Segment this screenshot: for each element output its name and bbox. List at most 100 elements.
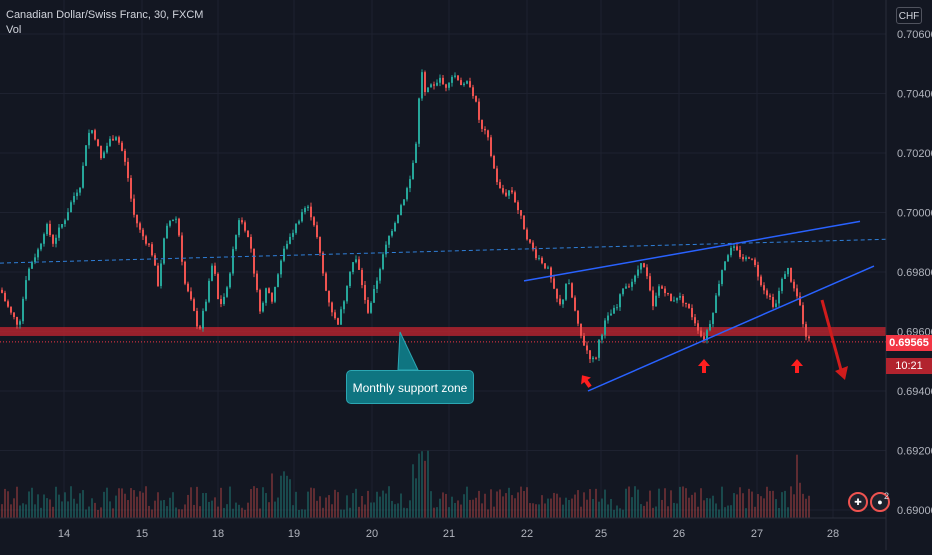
volume-bar <box>406 508 408 518</box>
x-tick-label: 21 <box>443 528 455 540</box>
candle-body <box>133 198 135 215</box>
candle-body <box>340 309 342 325</box>
volume-bar <box>70 486 72 518</box>
volume-bar <box>688 497 690 518</box>
volume-bar <box>487 509 489 518</box>
candle-body <box>433 84 435 86</box>
volume-bar <box>355 488 357 518</box>
candle-body <box>472 87 474 97</box>
candle-body <box>328 290 330 303</box>
candle-body <box>805 324 807 337</box>
volume-bar <box>790 486 792 518</box>
volume-bar <box>148 505 150 518</box>
candle-body <box>586 345 588 351</box>
candle-body <box>580 323 582 336</box>
candle-body <box>118 137 120 143</box>
volume-bar <box>97 509 99 518</box>
volume-bar <box>580 506 582 518</box>
volume-bar <box>277 497 279 518</box>
volume-bar <box>145 486 147 518</box>
candle-body <box>787 267 789 275</box>
candle-body <box>649 276 651 291</box>
volume-bar <box>85 509 87 518</box>
volume-bar <box>220 487 222 518</box>
red-up-arrow-icon <box>698 359 710 373</box>
trendline-2[interactable] <box>523 220 861 282</box>
candle-body <box>274 286 276 302</box>
candle-body <box>190 291 192 300</box>
candle-body <box>541 257 543 264</box>
volume-bar <box>295 491 297 518</box>
candle-body <box>313 217 315 226</box>
volume-bar <box>16 486 18 518</box>
candle-body <box>403 199 405 206</box>
volume-bar <box>517 492 519 518</box>
symbol-title[interactable]: Canadian Dollar/Swiss Franc, 30, FXCM <box>6 9 204 21</box>
candle-body <box>571 283 573 298</box>
candle-body <box>211 265 213 281</box>
volume-bar <box>265 493 267 518</box>
candle-body <box>55 237 57 244</box>
candle-body <box>502 188 504 193</box>
x-tick-label: 15 <box>136 528 148 540</box>
candle-body <box>151 244 153 256</box>
candle-body <box>643 263 645 268</box>
candle-body <box>199 326 201 329</box>
candle-body <box>346 286 348 302</box>
candle-body <box>388 235 390 245</box>
volume-bar <box>457 500 459 518</box>
news-event-icon[interactable]: 2 ● <box>870 491 890 512</box>
candle-body <box>73 196 75 203</box>
volume-bar <box>532 503 534 518</box>
volume-bar <box>163 499 165 518</box>
volume-bar <box>754 506 756 518</box>
volume-bar <box>793 494 795 518</box>
volume-bar <box>469 499 471 518</box>
candle-body <box>715 295 717 313</box>
trendline-3[interactable] <box>587 265 875 392</box>
volume-bar <box>7 491 9 518</box>
volume-bar <box>136 496 138 518</box>
volume-bar <box>22 503 24 518</box>
volume-bar <box>757 494 759 518</box>
trendline-layer[interactable] <box>0 220 887 392</box>
candle-body <box>67 212 69 221</box>
candle-body <box>538 257 540 259</box>
volume-bar <box>502 496 504 518</box>
candle-body <box>568 283 570 285</box>
volume-bar <box>586 499 588 518</box>
volume-bar <box>28 491 30 518</box>
volume-bar <box>376 491 378 518</box>
volume-indicator-label[interactable]: Vol <box>6 24 22 36</box>
volume-bar <box>214 497 216 518</box>
candle-body <box>193 299 195 311</box>
currency-badge[interactable]: CHF <box>896 7 922 24</box>
candle-body <box>475 96 477 102</box>
candle-body <box>769 295 771 298</box>
candle-body <box>25 280 27 299</box>
volume-bar <box>670 490 672 518</box>
candle-body <box>427 87 429 93</box>
support-zone-callout[interactable]: Monthly support zone <box>346 370 474 404</box>
candle-body <box>550 267 552 279</box>
candle-body <box>214 265 216 274</box>
candle-body <box>208 280 210 302</box>
volume-bar <box>316 500 318 518</box>
candle-body <box>670 293 672 302</box>
volume-bar <box>535 504 537 518</box>
volume-bar <box>184 504 186 518</box>
economic-event-icon[interactable]: ✚ <box>848 492 868 512</box>
volume-bar <box>424 460 426 518</box>
volume-bar <box>46 498 48 518</box>
volume-layer <box>1 450 810 518</box>
volume-bar <box>427 450 429 518</box>
candle-body <box>664 288 666 294</box>
candle-body <box>448 82 450 88</box>
trendline-1[interactable] <box>0 238 887 264</box>
candle-body <box>493 156 495 169</box>
volume-bar <box>358 506 360 518</box>
